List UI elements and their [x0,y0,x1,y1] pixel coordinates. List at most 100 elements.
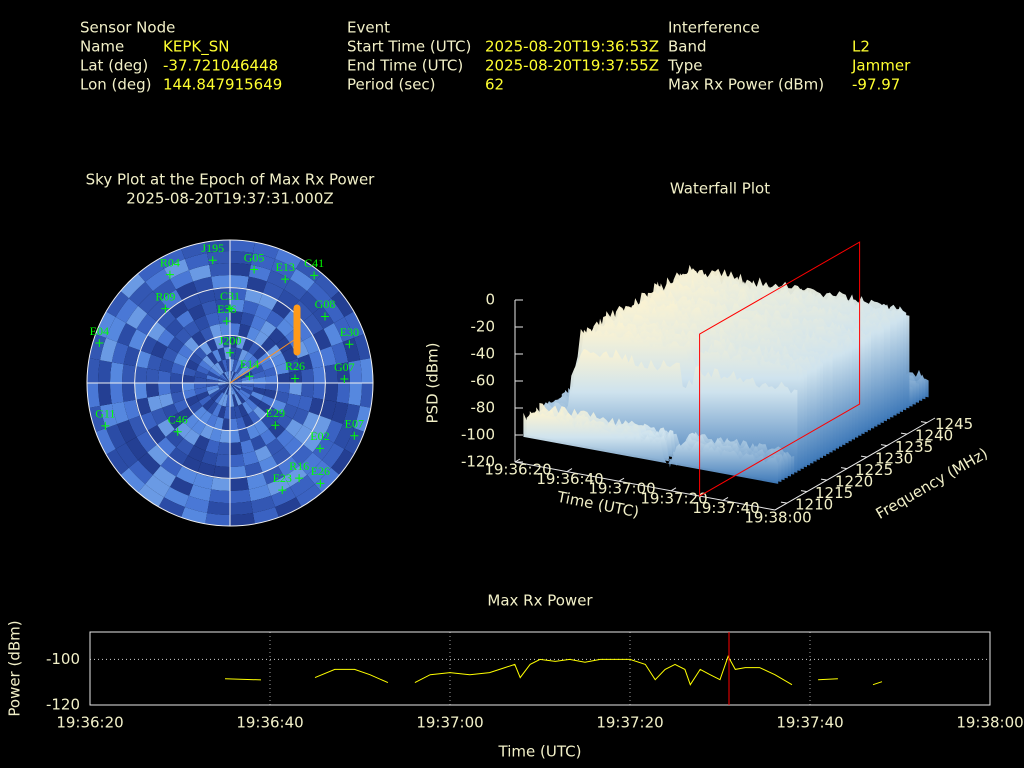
heat-cell [117,419,137,443]
heat-cell [178,344,194,359]
satellite-marker [271,421,280,430]
heat-cell [257,401,272,414]
heat-cell [266,476,290,496]
satellite-marker [208,256,217,265]
heat-cell [105,449,129,476]
satellite-marker [101,421,110,430]
heat-cell [321,443,345,468]
heat-cell [200,424,214,440]
field-label: Period (sec) [347,76,436,94]
heat-cell [242,450,259,466]
heat-cell [312,383,326,400]
heat-cell [236,392,246,404]
heat-cell [111,342,129,365]
heat-cell [106,317,127,342]
heat-cell [230,383,238,394]
heat-cell [156,437,176,457]
heat-cell [221,359,228,372]
heat-cell [211,390,223,402]
plot-frame [89,631,991,706]
satellite-label: R04 [160,255,180,269]
heat-cell [167,336,184,353]
section-title: Interference [668,19,760,37]
z-tick-label: -20 [471,318,496,336]
heat-cell [109,362,124,383]
heat-cell [159,358,174,373]
heat-cell [162,403,178,419]
heat-cell [240,312,255,327]
heat-cell [282,403,298,419]
field-value: 2025-08-20T19:36:53Z [485,38,659,56]
heat-cell [241,385,254,392]
heat-cell [222,383,230,394]
heat-cell [239,389,251,399]
heat-cell [199,410,212,425]
heat-cell [165,429,184,448]
satellite-label: G07 [334,360,355,374]
heat-cell [165,318,184,337]
surface-strip [523,412,779,484]
y-tick [820,478,828,481]
heat-cell [220,383,230,393]
heat-cell [230,383,236,395]
heat-cell [333,317,354,342]
heat-cell [182,389,197,400]
y-tick-label: 1235 [895,438,933,456]
heat-cell [169,383,183,394]
heat-cell [232,394,239,407]
heat-cell [230,383,242,386]
heat-cell [290,268,315,292]
heat-cell [106,424,127,449]
heat-cell [225,359,230,372]
field-label: Lat (deg) [80,57,148,75]
heat-cell [246,424,260,440]
satellite-marker [310,271,319,280]
heat-cell [230,287,247,301]
field-label: Start Time (UTC) [347,38,471,56]
heat-cell [230,262,251,277]
satellite-label: R16 [289,459,309,473]
heat-cell [263,366,278,377]
heat-cell [360,383,373,408]
heat-cell [234,360,242,373]
heat-cell [230,489,251,504]
heat-cell [230,394,235,407]
heat-cell [157,329,175,347]
heat-cell [98,360,112,383]
heat-cell [145,268,170,292]
heat-cell [219,430,230,443]
satellite-label: J200 [219,334,242,348]
heat-cell [213,287,230,301]
heat-cell [294,425,314,445]
heat-cell [145,474,170,498]
heat-cell [230,373,240,383]
heat-cell [162,347,178,363]
heat-cell [234,405,243,419]
heat-cell [194,315,210,331]
heat-cell [169,372,183,383]
heat-cell [271,259,296,280]
heat-cell [271,399,287,413]
satellite-marker [95,339,104,348]
heat-cell [253,383,267,390]
z-tick-label: -120 [461,453,495,471]
heat-cell [227,371,230,383]
heat-cell [221,394,228,407]
heat-cell [157,419,175,437]
x-tick-label: 19:37:00 [588,480,655,498]
heat-cell [285,419,303,437]
heat-cell [134,366,148,383]
heat-cell [152,465,176,487]
heat-cell [217,405,226,419]
heat-cell [188,304,206,321]
heat-cell [189,264,212,282]
heat-cell [238,323,251,338]
z-tick-label: -60 [471,372,496,390]
y-tick-label: -100 [46,650,80,668]
heat-cell [266,270,290,290]
x-tick [566,468,573,473]
z-axis-label: PSD (dBm) [424,342,442,423]
heat-cell [333,424,354,449]
heat-cell [209,489,230,504]
heat-cell [237,364,249,376]
